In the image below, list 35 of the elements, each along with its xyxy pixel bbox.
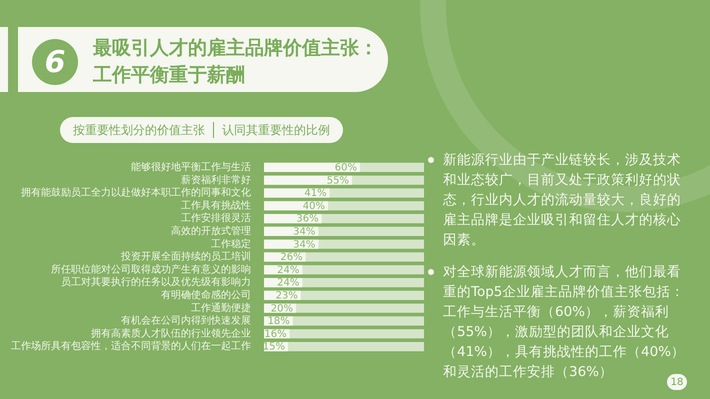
y-tick-label: 工作通勤便捷 bbox=[191, 302, 251, 314]
data-label: 18% bbox=[268, 316, 290, 328]
y-axis-title: 按重要性划分的价值主张 bbox=[73, 122, 205, 138]
data-label: 34% bbox=[293, 239, 316, 250]
data-label: 26% bbox=[280, 252, 303, 264]
data-label: 41% bbox=[304, 188, 327, 200]
text: 18 bbox=[667, 374, 687, 390]
y-tick-label: 有机会在公司内得到快速发展 bbox=[121, 314, 251, 327]
data-label: 23% bbox=[276, 290, 298, 302]
y-tick-label: 薪资福利非常好 bbox=[181, 174, 251, 186]
y-tick-label: 所任职位能对公司取得成功产生有意义的影响 bbox=[51, 263, 251, 276]
data-label: 20% bbox=[270, 303, 293, 314]
data-label: 34% bbox=[293, 226, 316, 238]
y-tick-label: 拥有能鼓励员工全力以赴做好本职工作的同事和文化 bbox=[21, 186, 251, 199]
chart-title: 最吸引人才的雇主品牌价值主张：工作平衡重于薪酬 bbox=[93, 36, 378, 88]
y-tick-label: 工作具有挑战性 bbox=[181, 199, 251, 212]
y-tick-label: 高效的开放式管理 bbox=[171, 224, 251, 237]
text: 6 bbox=[32, 39, 78, 85]
y-tick-label: 投资开展全面持续的员工培训 bbox=[120, 250, 251, 263]
data-label: 40% bbox=[302, 200, 325, 212]
y-tick-label: 工作安排很灵活 bbox=[181, 212, 251, 224]
data-label: 16% bbox=[264, 328, 287, 340]
y-tick-label: 拥有高素质人才队伍的行业领先企业 bbox=[91, 327, 251, 340]
y-tick-label: 员工对其要执行的任务以及优先级有影响力 bbox=[61, 276, 251, 288]
y-tick-label: 能够很好地平衡工作与生活 bbox=[131, 160, 251, 173]
x-axis-title: 认同其重要性的比例 bbox=[222, 122, 330, 138]
data-label: 60% bbox=[334, 162, 357, 174]
y-tick-label: 工作稳定 bbox=[211, 238, 251, 250]
data-label: 24% bbox=[277, 278, 300, 289]
data-label: 36% bbox=[296, 214, 319, 225]
data-label: 24% bbox=[277, 264, 300, 276]
data-label: 55% bbox=[326, 175, 349, 186]
text: 新能源行业由于产业链较长，涉及技术和业态较广，目前又处于政策利好的状态，行业内人才的流动量较大，良好的雇主品牌是企业吸引和留住人才的核心因素。 bbox=[443, 151, 682, 250]
y-tick-label: 有明确使命感的公司 bbox=[161, 288, 251, 301]
y-tick-label: 工作场所具有包容性，适合不同背景的人们在一起工作 bbox=[11, 340, 251, 352]
